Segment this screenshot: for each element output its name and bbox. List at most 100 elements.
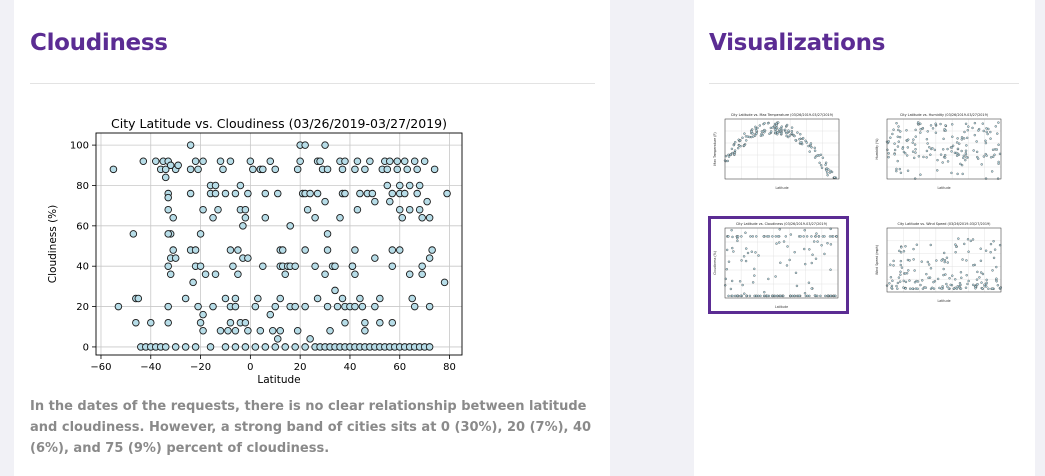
thumbnail-point	[755, 129, 758, 132]
data-point	[269, 327, 277, 335]
thumbnail-point	[962, 154, 965, 158]
thumbnail-point	[951, 274, 954, 277]
data-point	[353, 157, 362, 166]
thumbnail-point	[896, 281, 900, 285]
thumbnail-point	[908, 259, 911, 262]
data-point	[418, 214, 426, 222]
thumbnail-point	[965, 274, 968, 277]
data-point	[221, 343, 230, 351]
thumbnail-point	[743, 132, 746, 135]
thumbnail-point	[794, 271, 798, 275]
thumbnail-point	[979, 247, 982, 250]
thumbnail-point	[731, 235, 734, 239]
thumbnail-point	[971, 126, 974, 130]
thumbnail-point	[921, 287, 925, 290]
thumbnail-point	[913, 177, 917, 180]
data-point	[206, 343, 215, 351]
thumbnail-point	[984, 249, 988, 252]
thumbnail-point	[898, 249, 901, 253]
thumbnail-point	[982, 129, 985, 133]
thumbnail-point	[916, 287, 919, 290]
thumbnail-point	[925, 156, 928, 159]
thumbnail-point	[963, 130, 966, 134]
thumbnail-point	[943, 251, 946, 255]
thumbnail-point	[886, 148, 889, 151]
thumbnail-point	[919, 131, 922, 134]
thumbnail-point	[745, 294, 748, 298]
thumbnail-point	[733, 149, 737, 152]
thumbnail-point	[987, 287, 990, 290]
data-point	[388, 189, 397, 198]
data-point	[338, 294, 347, 303]
thumbnail-humidity[interactable]: City Latitude vs. Humidity (03/26/2019-0…	[870, 107, 1012, 195]
data-point	[231, 294, 240, 303]
thumbnail-point	[889, 136, 892, 139]
thumbnail-point	[768, 132, 771, 135]
data-point	[306, 335, 314, 343]
thumbnail-point	[753, 294, 756, 298]
thumbnail-point	[900, 266, 904, 269]
thumbnail-point	[973, 121, 977, 125]
data-point	[174, 161, 182, 170]
thumbnail-point	[773, 128, 777, 131]
data-point	[226, 246, 235, 254]
plot-frame	[95, 132, 463, 356]
thumbnail-max-temperature[interactable]: City Latitude vs. Max Temperature (03/26…	[708, 107, 850, 195]
thumbnail-point	[755, 235, 758, 238]
thumbnail-point	[956, 285, 959, 288]
thumbnail-point	[777, 121, 780, 124]
thumbnail-point	[725, 248, 729, 252]
thumbnail-point	[750, 250, 753, 253]
thumbnail-point	[726, 159, 729, 163]
thumbnail-point	[776, 235, 780, 238]
thumbnail-point	[955, 141, 959, 144]
thumbnail-point	[892, 264, 895, 267]
thumbnail-point	[914, 128, 917, 132]
y-tick-label: 20	[76, 302, 89, 313]
thumbnail-point	[995, 265, 998, 269]
thumbnail-point	[770, 294, 774, 298]
data-point	[301, 343, 309, 351]
thumbnail-point	[914, 135, 917, 138]
thumbnail-point	[793, 251, 796, 254]
thumbnail-point	[925, 272, 928, 276]
data-point	[196, 262, 205, 270]
thumbnail-point	[913, 143, 917, 146]
data-point	[386, 197, 394, 206]
thumbnail-point	[928, 146, 931, 149]
thumbnail-point	[991, 148, 995, 151]
thumbnail-point	[738, 139, 742, 142]
data-point	[303, 205, 312, 214]
thumbnail-point	[769, 130, 773, 133]
thumbnail-point	[759, 294, 762, 298]
thumbnail-point	[798, 138, 801, 141]
thumbnail-point	[974, 285, 977, 288]
thumbnail-point	[732, 143, 735, 147]
data-point	[418, 270, 426, 279]
thumbnail-point	[776, 294, 779, 298]
thumbnail-point	[829, 294, 832, 298]
thumbnail-point	[737, 144, 741, 147]
thumbnail-point	[729, 153, 732, 157]
thumbnail-point	[902, 250, 906, 253]
thumbnail-point	[964, 158, 967, 162]
thumbnail-point	[807, 144, 810, 148]
data-point	[211, 270, 220, 279]
thumbnail-point	[931, 147, 934, 150]
thumbnail-point	[805, 235, 809, 238]
max-temperature-thumbnail-chart: City Latitude vs. Max Temperature (03/26…	[713, 113, 840, 190]
data-point	[274, 189, 282, 198]
thumbnail-point	[942, 137, 945, 141]
thumbnail-point	[960, 138, 963, 141]
thumbnail-point	[989, 242, 993, 246]
thumbnail-point	[955, 245, 958, 248]
data-point	[366, 157, 374, 166]
thumbnail-point	[995, 277, 998, 280]
thumbnail-point	[755, 132, 758, 135]
thumbnail-cloudiness[interactable]: City Latitude vs. Cloudiness (03/26/2019…	[708, 216, 849, 314]
thumbnail-wind-speed[interactable]: City Latitude vs. Wind Speed (03/26/2019…	[870, 216, 1012, 308]
data-point	[296, 157, 304, 166]
data-point	[196, 318, 205, 327]
thumbnail-point	[994, 125, 997, 128]
data-point	[271, 165, 280, 174]
